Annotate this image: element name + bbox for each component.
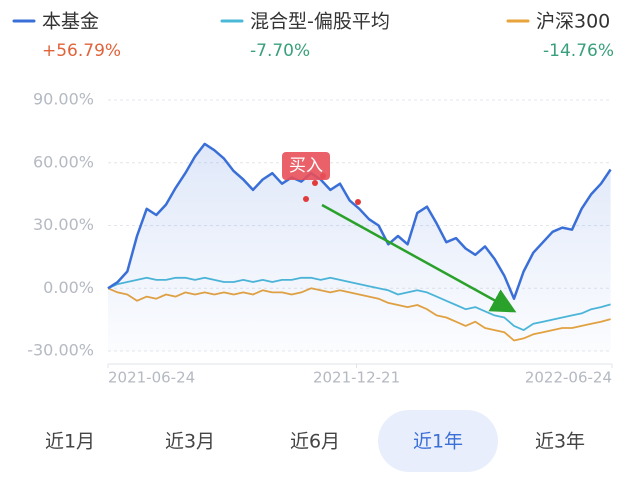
annotation: 买入 (289, 156, 323, 176)
buy-dot (312, 180, 318, 186)
buy-dot (303, 196, 309, 202)
x-tick-label: 2021-06-24 (108, 369, 195, 387)
legend-change: -7.70% (250, 41, 310, 61)
x-tick-label: 2022-06-24 (525, 369, 612, 387)
y-tick-label: 90.00% (33, 90, 94, 109)
period-button[interactable]: 近3年 (535, 431, 585, 453)
legend-change: +56.79% (42, 41, 121, 61)
y-tick-label: 30.00% (33, 215, 94, 234)
period-button[interactable]: 近1年 (413, 431, 463, 453)
legend-label: 本基金 (42, 11, 99, 33)
period-button[interactable]: 近6月 (290, 431, 340, 453)
y-tick-label: 60.00% (33, 152, 94, 171)
selected-pill (378, 410, 498, 472)
arrow (321, 203, 517, 313)
legend-label: 沪深300 (536, 11, 610, 33)
series-area (108, 143, 611, 351)
series-line (107, 142, 612, 300)
x-tick-label: 2021-12-21 (313, 369, 400, 387)
y-tick-label: 0.00% (43, 278, 94, 297)
legend-label: 混合型-偏股平均 (250, 11, 390, 33)
y-tick-label: -30.00% (27, 341, 94, 360)
legend-change: -14.76% (543, 41, 614, 61)
annotation-box (282, 152, 330, 180)
period-button[interactable]: 近3月 (165, 431, 215, 453)
buy-dot (355, 199, 361, 205)
period-button[interactable]: 近1月 (45, 431, 95, 453)
